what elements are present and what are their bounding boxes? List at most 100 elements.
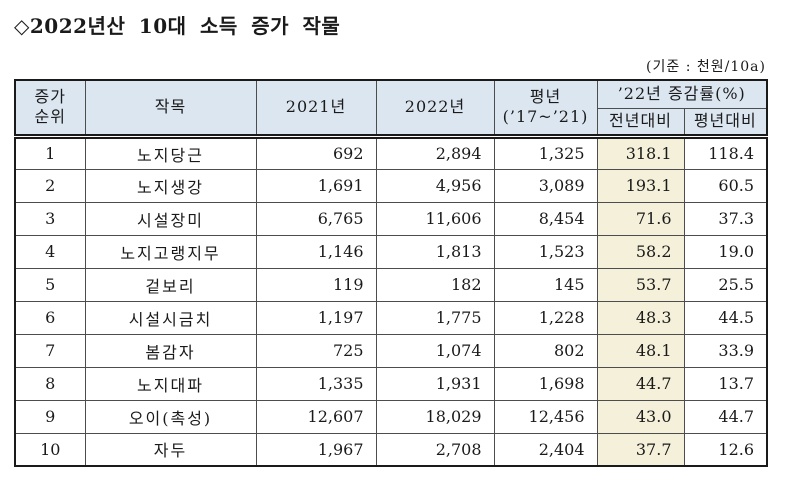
vs-prev-cell: 48.1 <box>596 333 685 368</box>
rank-cell: 3 <box>14 201 86 236</box>
crop-cell: 노지대파 <box>84 366 257 401</box>
crop-cell: 노지고랭지무 <box>84 234 257 269</box>
crop-cell: 노지생강 <box>84 168 257 203</box>
col-header-average-line1: 평년 <box>529 87 562 107</box>
table-row: 2 노지생강 1,691 4,956 3,089 193.1 60.5 <box>14 168 768 203</box>
col-header-rank-line1: 증가 <box>34 87 66 107</box>
vs-prev-cell: 44.7 <box>596 366 685 401</box>
y2021-cell: 1,335 <box>255 366 377 401</box>
y2022-cell: 4,956 <box>375 168 495 203</box>
vs-avg-cell: 37.3 <box>683 201 768 236</box>
vs-prev-cell: 58.2 <box>596 234 685 269</box>
col-header-vs-prev-year: 전년대비 <box>596 107 685 137</box>
vs-avg-cell: 25.5 <box>683 267 768 302</box>
vs-avg-cell: 44.5 <box>683 300 768 335</box>
table-row: 4 노지고랭지무 1,146 1,813 1,523 58.2 19.0 <box>14 234 768 269</box>
vs-prev-cell: 53.7 <box>596 267 685 302</box>
y2022-cell: 18,029 <box>375 399 495 434</box>
avg-cell: 1,228 <box>493 300 598 335</box>
header-row-top: 증가 순위 작목 2021년 2022년 평년 (’17~’21) ’22년 증… <box>14 79 768 137</box>
crop-cell: 시설시금치 <box>84 300 257 335</box>
y2022-cell: 1,775 <box>375 300 495 335</box>
table-body: 1 노지당근 692 2,894 1,325 318.1 118.4 2 노지생… <box>14 135 768 467</box>
col-header-change-rate: ’22년 증감률(%) <box>596 79 768 109</box>
vs-prev-cell: 43.0 <box>596 399 685 434</box>
crop-cell: 봄감자 <box>84 333 257 368</box>
vs-prev-cell: 193.1 <box>596 168 685 203</box>
vs-avg-cell: 44.7 <box>683 399 768 434</box>
avg-cell: 1,523 <box>493 234 598 269</box>
y2022-cell: 2,708 <box>375 432 495 467</box>
avg-cell: 2,404 <box>493 432 598 467</box>
rank-cell: 4 <box>14 234 86 269</box>
y2021-cell: 6,765 <box>255 201 377 236</box>
crop-cell: 시설장미 <box>84 201 257 236</box>
vs-prev-cell: 318.1 <box>596 135 685 170</box>
y2021-cell: 725 <box>255 333 377 368</box>
col-header-vs-avg-year: 평년대비 <box>683 107 768 137</box>
page: ◇2022년산 10대 소득 증가 작물 (기준 : 천원/10a) 증가 순위… <box>14 14 769 467</box>
rank-cell: 2 <box>14 168 86 203</box>
page-title: ◇2022년산 10대 소득 증가 작물 <box>14 14 341 38</box>
table-row: 10 자두 1,967 2,708 2,404 37.7 12.6 <box>14 432 768 467</box>
vs-avg-cell: 19.0 <box>683 234 768 269</box>
unit-label: (기준 : 천원/10a) <box>646 59 766 75</box>
avg-cell: 802 <box>493 333 598 368</box>
vs-prev-cell: 48.3 <box>596 300 685 335</box>
col-header-2021: 2021년 <box>255 79 377 137</box>
table-row: 9 오이(촉성) 12,607 18,029 12,456 43.0 44.7 <box>14 399 768 434</box>
col-header-rank-line2: 순위 <box>34 107 66 127</box>
y2022-cell: 2,894 <box>375 135 495 170</box>
crop-cell: 자두 <box>84 432 257 467</box>
y2022-cell: 1,074 <box>375 333 495 368</box>
rank-cell: 8 <box>14 366 86 401</box>
table-header: 증가 순위 작목 2021년 2022년 평년 (’17~’21) ’22년 증… <box>14 79 768 137</box>
avg-cell: 3,089 <box>493 168 598 203</box>
vs-avg-cell: 60.5 <box>683 168 768 203</box>
table-row: 1 노지당근 692 2,894 1,325 318.1 118.4 <box>14 135 768 170</box>
y2021-cell: 1,691 <box>255 168 377 203</box>
y2021-cell: 1,197 <box>255 300 377 335</box>
vs-prev-cell: 37.7 <box>596 432 685 467</box>
vs-avg-cell: 12.6 <box>683 432 768 467</box>
y2022-cell: 182 <box>375 267 495 302</box>
vs-avg-cell: 118.4 <box>683 135 768 170</box>
vs-avg-cell: 33.9 <box>683 333 768 368</box>
col-header-average: 평년 (’17~’21) <box>493 79 598 137</box>
y2021-cell: 119 <box>255 267 377 302</box>
y2022-cell: 1,813 <box>375 234 495 269</box>
col-header-average-line2: (’17~’21) <box>502 107 589 127</box>
rank-cell: 1 <box>14 135 86 170</box>
table-row: 3 시설장미 6,765 11,606 8,454 71.6 37.3 <box>14 201 768 236</box>
col-header-2022: 2022년 <box>375 79 495 137</box>
table-row: 7 봄감자 725 1,074 802 48.1 33.9 <box>14 333 768 368</box>
avg-cell: 1,698 <box>493 366 598 401</box>
vs-avg-cell: 13.7 <box>683 366 768 401</box>
rank-cell: 9 <box>14 399 86 434</box>
col-header-rank: 증가 순위 <box>14 79 86 137</box>
y2021-cell: 1,146 <box>255 234 377 269</box>
y2022-cell: 11,606 <box>375 201 495 236</box>
rank-cell: 7 <box>14 333 86 368</box>
avg-cell: 1,325 <box>493 135 598 170</box>
y2021-cell: 12,607 <box>255 399 377 434</box>
crop-cell: 노지당근 <box>84 135 257 170</box>
header-row-sub: 전년대비 평년대비 <box>15 107 768 137</box>
rank-cell: 10 <box>14 432 86 467</box>
crop-cell: 오이(촉성) <box>84 399 257 434</box>
crop-cell: 겉보리 <box>84 267 257 302</box>
y2021-cell: 692 <box>255 135 377 170</box>
table-row: 8 노지대파 1,335 1,931 1,698 44.7 13.7 <box>14 366 768 401</box>
y2022-cell: 1,931 <box>375 366 495 401</box>
col-header-crop: 작목 <box>84 79 257 137</box>
rank-cell: 5 <box>14 267 86 302</box>
income-increase-crops-table: 증가 순위 작목 2021년 2022년 평년 (’17~’21) ’22년 증… <box>14 79 769 467</box>
table-row: 6 시설시금치 1,197 1,775 1,228 48.3 44.5 <box>14 300 768 335</box>
avg-cell: 145 <box>493 267 598 302</box>
table-row: 5 겉보리 119 182 145 53.7 25.5 <box>14 267 768 302</box>
vs-prev-cell: 71.6 <box>596 201 685 236</box>
avg-cell: 12,456 <box>493 399 598 434</box>
y2021-cell: 1,967 <box>255 432 377 467</box>
avg-cell: 8,454 <box>493 201 598 236</box>
rank-cell: 6 <box>14 300 86 335</box>
